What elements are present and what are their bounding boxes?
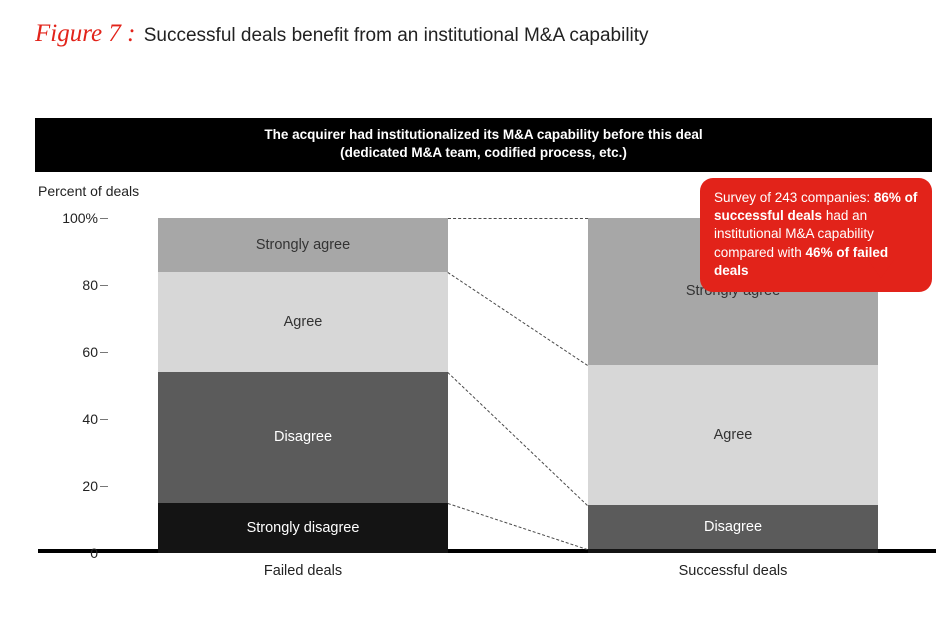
bar-segment: Disagree [158, 372, 448, 503]
y-tick-label: 40 [48, 411, 98, 427]
bar-segment: Disagree [588, 505, 878, 549]
y-tick-mark [100, 218, 108, 219]
y-tick-mark [100, 419, 108, 420]
bar-segment: Strongly agree [158, 218, 448, 272]
x-category-label: Failed deals [158, 563, 448, 579]
chart-header: The acquirer had institutionalized its M… [35, 118, 932, 172]
chart-header-line2: (dedicated M&A team, codified process, e… [45, 144, 922, 162]
callout-box: Survey of 243 companies: 86% of successf… [700, 178, 932, 292]
chart-header-line1: The acquirer had institutionalized its M… [45, 126, 922, 144]
y-tick-label: 0 [48, 545, 98, 561]
y-tick-mark [100, 285, 108, 286]
bar-segment: Agree [588, 365, 878, 506]
bar-segment [588, 549, 878, 553]
y-tick-label: 20 [48, 478, 98, 494]
bar-segment: Strongly disagree [158, 503, 448, 553]
x-category-label: Successful deals [588, 563, 878, 579]
callout-text: Survey of 243 companies: [714, 190, 874, 205]
y-tick-mark [100, 352, 108, 353]
figure-title: Figure 7 : Successful deals benefit from… [35, 20, 649, 48]
figure-title-text: Successful deals benefit from an institu… [144, 25, 649, 46]
connector-line [448, 503, 588, 550]
y-tick-mark [100, 486, 108, 487]
y-tick-label: 100% [48, 210, 98, 226]
figure-label: Figure 7 : [35, 20, 135, 47]
callout-tail [868, 260, 894, 278]
y-axis-label: Percent of deals [38, 183, 139, 199]
stacked-bar: Strongly disagreeDisagreeAgreeStrongly a… [158, 218, 448, 553]
connector-line [448, 218, 588, 219]
connector-line [447, 272, 588, 366]
y-tick-label: 60 [48, 344, 98, 360]
bar-segment: Agree [158, 272, 448, 373]
y-tick-label: 80 [48, 277, 98, 293]
connector-line [447, 372, 588, 506]
